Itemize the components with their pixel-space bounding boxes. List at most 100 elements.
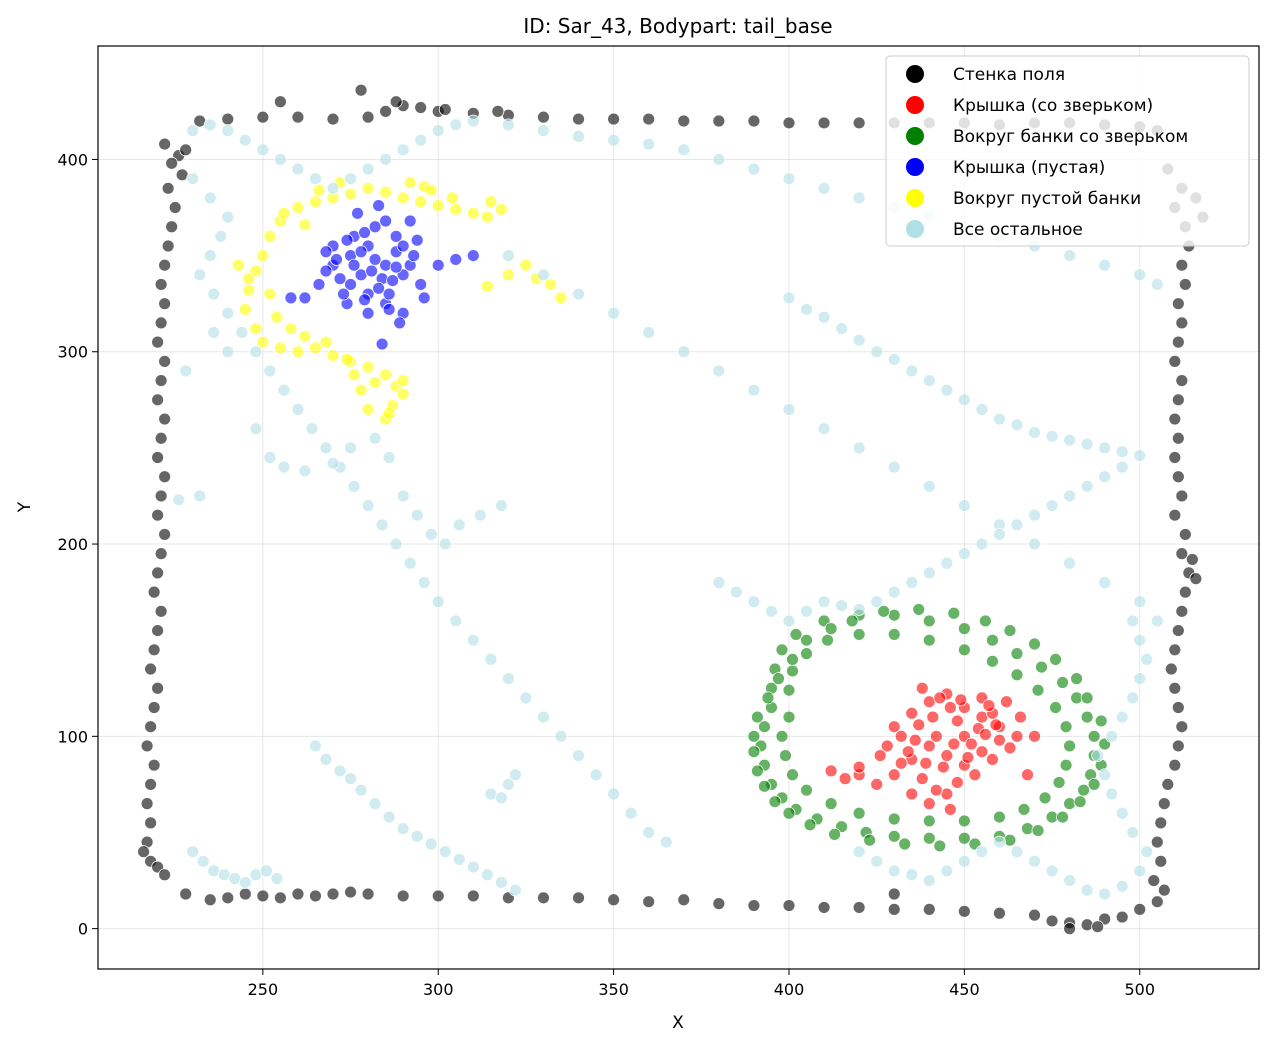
data-point xyxy=(291,162,305,176)
y-tick-label: 300 xyxy=(57,343,88,362)
data-point xyxy=(263,287,277,301)
data-point xyxy=(964,737,978,751)
data-point xyxy=(1063,739,1076,753)
data-point xyxy=(554,729,568,743)
data-point xyxy=(431,258,445,272)
data-point xyxy=(852,760,866,774)
x-tick-label: 450 xyxy=(949,980,980,999)
data-point xyxy=(887,460,901,474)
data-point xyxy=(414,278,428,291)
data-point xyxy=(1003,624,1017,637)
data-point xyxy=(1021,768,1034,782)
data-point xyxy=(1171,701,1185,714)
data-point xyxy=(1063,489,1076,503)
data-point xyxy=(326,181,340,195)
data-point xyxy=(824,797,838,811)
data-point xyxy=(337,287,350,301)
data-point xyxy=(161,181,175,195)
data-point xyxy=(775,729,789,743)
x-axis-ticks: 250 300 350 400 450 500 xyxy=(248,969,1155,999)
data-point xyxy=(782,899,796,912)
data-point xyxy=(1171,393,1185,407)
data-point xyxy=(1150,614,1164,628)
data-point xyxy=(344,772,357,786)
data-point xyxy=(256,889,270,903)
data-point xyxy=(344,441,357,455)
data-point xyxy=(379,185,393,199)
data-point xyxy=(922,797,936,811)
data-point xyxy=(161,239,175,253)
data-point xyxy=(1185,553,1199,566)
legend-marker xyxy=(906,65,924,83)
data-point xyxy=(1080,479,1094,493)
data-point xyxy=(1161,778,1175,791)
data-point xyxy=(989,718,1003,732)
data-point xyxy=(203,249,217,262)
data-point xyxy=(214,229,228,243)
data-point xyxy=(235,326,249,339)
legend-marker xyxy=(906,220,924,238)
data-point xyxy=(424,183,438,197)
data-point xyxy=(1168,681,1182,695)
data-point xyxy=(344,278,357,291)
data-point xyxy=(379,104,393,118)
data-point xyxy=(344,187,357,201)
data-point xyxy=(361,110,375,124)
data-point xyxy=(179,364,193,378)
data-point xyxy=(431,595,445,609)
data-point xyxy=(1028,508,1041,522)
data-point xyxy=(431,199,445,213)
data-point xyxy=(1140,845,1154,859)
data-point xyxy=(894,756,908,770)
data-point xyxy=(1017,802,1031,816)
data-point xyxy=(375,518,389,532)
data-point xyxy=(537,268,550,282)
data-point xyxy=(887,864,901,878)
data-point xyxy=(975,845,989,859)
data-point xyxy=(242,272,256,286)
data-point xyxy=(765,604,778,618)
data-point xyxy=(1157,883,1171,897)
data-point xyxy=(817,422,831,436)
data-point xyxy=(249,345,263,359)
data-point xyxy=(466,249,480,262)
data-point xyxy=(158,297,172,311)
data-point xyxy=(340,353,354,366)
data-point xyxy=(1063,249,1076,262)
data-point xyxy=(207,326,221,339)
data-point xyxy=(1091,749,1105,762)
data-point xyxy=(975,403,989,416)
data-point xyxy=(712,364,726,378)
data-point xyxy=(407,249,421,262)
data-point xyxy=(414,101,428,114)
data-point xyxy=(817,901,831,914)
data-point xyxy=(221,891,235,905)
data-point xyxy=(572,891,585,905)
data-point xyxy=(466,889,480,903)
data-point xyxy=(800,783,813,797)
data-point xyxy=(1154,816,1168,830)
data-point xyxy=(751,710,764,724)
data-point xyxy=(1049,701,1062,714)
data-point xyxy=(589,768,603,782)
data-point xyxy=(372,281,386,295)
data-point xyxy=(273,153,287,166)
x-tick-label: 250 xyxy=(248,980,279,999)
data-point xyxy=(747,899,761,912)
data-point xyxy=(852,191,866,205)
data-point xyxy=(312,183,326,197)
data-point xyxy=(1049,653,1062,666)
data-point xyxy=(1098,441,1112,455)
data-point xyxy=(880,739,894,753)
data-point xyxy=(852,441,866,455)
y-tick-label: 0 xyxy=(78,920,88,939)
data-point xyxy=(905,364,919,378)
data-point xyxy=(379,153,393,166)
data-point xyxy=(870,595,884,609)
y-tick-label: 200 xyxy=(57,535,88,554)
data-point xyxy=(354,383,368,397)
data-point xyxy=(1080,883,1094,897)
data-point xyxy=(863,833,877,847)
data-point xyxy=(803,818,817,832)
data-point xyxy=(789,628,803,641)
